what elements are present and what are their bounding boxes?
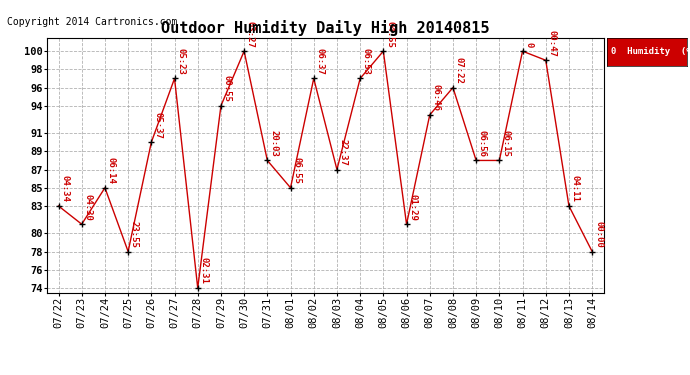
Text: 04:55: 04:55 — [385, 21, 394, 48]
Text: 00:47: 00:47 — [548, 30, 557, 57]
Text: 20:03: 20:03 — [269, 130, 278, 157]
Text: 06:46: 06:46 — [432, 84, 441, 111]
Text: 0  Humidity  (%): 0 Humidity (%) — [611, 47, 690, 56]
Text: 0: 0 — [524, 42, 533, 48]
Text: 03:27: 03:27 — [246, 21, 255, 48]
Text: 06:53: 06:53 — [362, 48, 371, 75]
Text: 23:55: 23:55 — [130, 221, 139, 248]
Text: 22:37: 22:37 — [339, 139, 348, 166]
Text: 06:55: 06:55 — [293, 157, 302, 184]
Text: 04:34: 04:34 — [61, 176, 70, 202]
Text: 07:22: 07:22 — [455, 57, 464, 84]
Text: 06:15: 06:15 — [501, 130, 510, 157]
Text: 06:14: 06:14 — [107, 157, 116, 184]
Text: 06:37: 06:37 — [315, 48, 324, 75]
Title: Outdoor Humidity Daily High 20140815: Outdoor Humidity Daily High 20140815 — [161, 20, 490, 36]
Text: 05:23: 05:23 — [177, 48, 186, 75]
Text: Copyright 2014 Cartronics.com: Copyright 2014 Cartronics.com — [7, 17, 177, 27]
Text: 06:56: 06:56 — [478, 130, 487, 157]
Text: 01:29: 01:29 — [408, 194, 417, 220]
Text: 00:00: 00:00 — [594, 221, 603, 248]
Text: 02:31: 02:31 — [199, 257, 208, 284]
Text: 04:30: 04:30 — [83, 194, 92, 220]
Text: 05:37: 05:37 — [153, 112, 162, 139]
Text: 00:55: 00:55 — [223, 75, 232, 102]
Text: 04:11: 04:11 — [571, 176, 580, 202]
